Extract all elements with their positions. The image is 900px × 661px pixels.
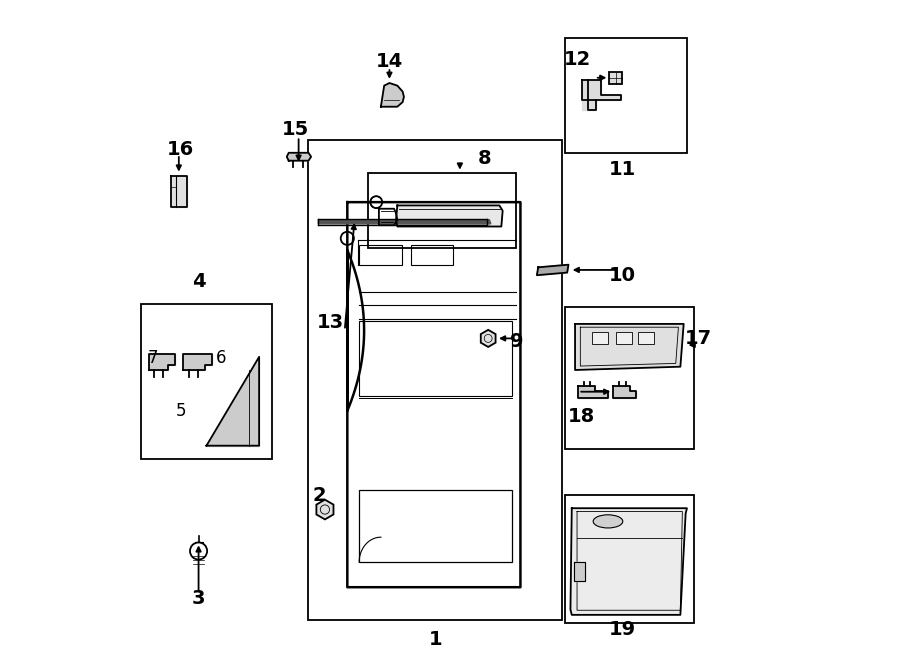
Polygon shape bbox=[171, 176, 186, 207]
Text: 19: 19 bbox=[609, 621, 636, 639]
FancyBboxPatch shape bbox=[609, 72, 623, 84]
Polygon shape bbox=[287, 153, 311, 161]
Bar bbox=[368, 173, 516, 249]
Text: 5: 5 bbox=[176, 402, 186, 420]
Text: 2: 2 bbox=[313, 486, 327, 504]
Text: 4: 4 bbox=[192, 272, 205, 291]
Text: 3: 3 bbox=[192, 589, 205, 608]
Polygon shape bbox=[581, 100, 596, 110]
Bar bbox=[359, 490, 512, 563]
Bar bbox=[359, 245, 402, 264]
Bar bbox=[565, 307, 694, 449]
Text: 17: 17 bbox=[685, 329, 713, 348]
Bar bbox=[637, 332, 654, 344]
Text: 15: 15 bbox=[282, 120, 309, 139]
Polygon shape bbox=[613, 387, 636, 398]
Ellipse shape bbox=[593, 515, 623, 528]
Polygon shape bbox=[148, 354, 175, 370]
Text: 7: 7 bbox=[148, 349, 157, 367]
Bar bbox=[410, 245, 454, 264]
Text: 16: 16 bbox=[166, 140, 194, 159]
Polygon shape bbox=[575, 324, 684, 370]
Text: 10: 10 bbox=[609, 266, 636, 285]
Bar bbox=[565, 495, 694, 623]
Bar bbox=[359, 321, 512, 397]
Text: 18: 18 bbox=[568, 407, 595, 426]
Text: 12: 12 bbox=[563, 50, 590, 69]
Bar bbox=[565, 38, 687, 153]
Polygon shape bbox=[319, 220, 490, 224]
Polygon shape bbox=[396, 206, 503, 227]
Text: 9: 9 bbox=[510, 332, 524, 350]
Polygon shape bbox=[381, 83, 404, 106]
Polygon shape bbox=[579, 387, 608, 398]
Polygon shape bbox=[206, 357, 259, 446]
Text: 1: 1 bbox=[428, 631, 442, 649]
Text: 14: 14 bbox=[376, 52, 403, 71]
Bar bbox=[591, 332, 608, 344]
Text: 6: 6 bbox=[216, 349, 227, 367]
Polygon shape bbox=[573, 563, 585, 580]
Polygon shape bbox=[184, 354, 212, 370]
Text: 8: 8 bbox=[478, 149, 491, 167]
Bar bbox=[140, 304, 273, 459]
Bar bbox=[309, 139, 562, 620]
Polygon shape bbox=[571, 508, 687, 615]
Text: 11: 11 bbox=[608, 160, 636, 178]
Bar bbox=[616, 332, 633, 344]
Polygon shape bbox=[537, 264, 569, 275]
Polygon shape bbox=[581, 81, 621, 100]
Text: 13: 13 bbox=[317, 313, 344, 332]
